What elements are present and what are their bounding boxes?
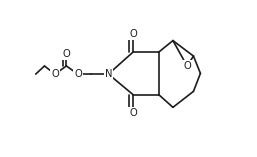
Text: O: O [51, 69, 59, 79]
Text: O: O [129, 29, 137, 39]
Text: O: O [129, 108, 137, 118]
Text: O: O [74, 69, 82, 79]
Text: N: N [105, 69, 112, 79]
Text: O: O [62, 49, 70, 59]
Text: O: O [183, 61, 191, 71]
